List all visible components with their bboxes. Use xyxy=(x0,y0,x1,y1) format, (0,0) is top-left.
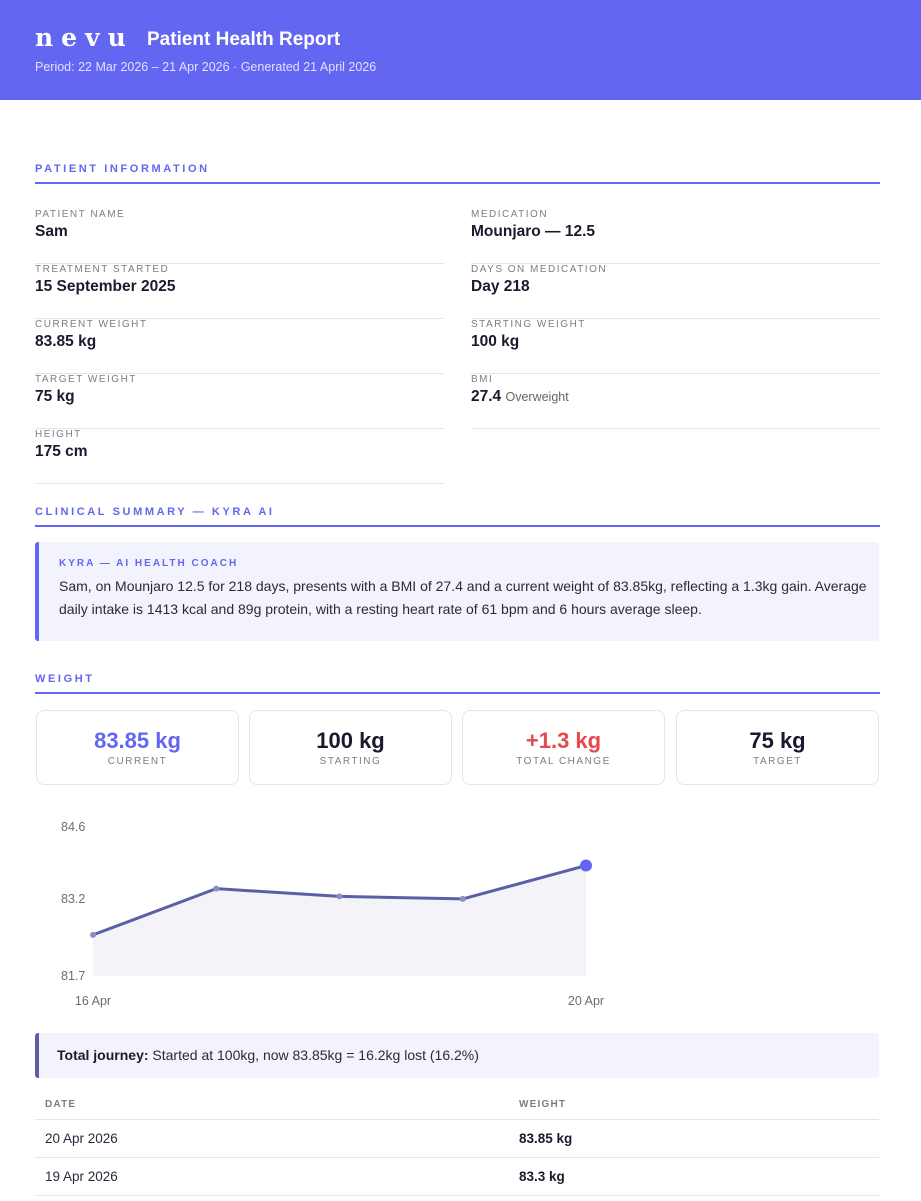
stat-value: 100 kg xyxy=(316,728,385,753)
info-value: 175 cm xyxy=(35,443,88,460)
info-value: Mounjaro — 12.5 xyxy=(471,223,596,240)
info-days-on-medication: DAYS ON MEDICATION Day 218 xyxy=(471,264,880,319)
x-tick-label: 20 Apr xyxy=(568,994,604,1008)
table-row: 20 Apr 2026 83.85 kg xyxy=(35,1120,879,1158)
y-tick-label: 84.6 xyxy=(61,820,85,834)
weight-chart-svg: 84.6 83.2 81.7 16 Apr 20 Apr xyxy=(61,820,604,1008)
stat-label: CURRENT xyxy=(107,756,168,767)
y-tick-label: 83.2 xyxy=(61,892,85,906)
journey-text: Total journey: Started at 100kg, now 83.… xyxy=(57,1047,479,1063)
stat-value: 75 kg xyxy=(749,728,806,753)
info-value: 100 kg xyxy=(471,333,520,350)
info-label: TREATMENT STARTED xyxy=(35,264,170,275)
x-tick-label: 16 Apr xyxy=(75,994,111,1008)
bmi-category: Overweight xyxy=(505,390,569,404)
weight-data-point xyxy=(213,885,220,892)
info-label: HEIGHT xyxy=(35,429,82,440)
info-patient-name: PATIENT NAME Sam xyxy=(35,209,444,264)
patient-information-heading: PATIENT INFORMATION xyxy=(35,163,880,184)
info-treatment-started: TREATMENT STARTED 15 September 2025 xyxy=(35,264,444,319)
info-label: DAYS ON MEDICATION xyxy=(471,264,608,275)
stat-card-total-change: +1.3 kg TOTAL CHANGE xyxy=(462,710,665,785)
stat-card-starting: 100 kg STARTING xyxy=(249,710,452,785)
info-height: HEIGHT 175 cm xyxy=(35,429,444,484)
report-period: Period: 22 Mar 2026 – 21 Apr 2026 · Gene… xyxy=(35,60,377,74)
journey-label: Total journey: xyxy=(57,1047,149,1063)
stat-label: TOTAL CHANGE xyxy=(516,756,611,767)
info-value: 27.4 Overweight xyxy=(471,388,569,406)
report-header: nevu Patient Health Report Period: 22 Ma… xyxy=(0,0,921,100)
stat-label: STARTING xyxy=(319,756,382,767)
y-tick-label: 81.7 xyxy=(61,969,85,983)
info-label: PATIENT NAME xyxy=(35,209,126,220)
weight-area-fill xyxy=(93,865,586,976)
info-medication: MEDICATION Mounjaro — 12.5 xyxy=(471,209,880,264)
journey-summary: Total journey: Started at 100kg, now 83.… xyxy=(35,1033,879,1078)
column-header-weight: WEIGHT xyxy=(519,1099,567,1110)
report-title: Patient Health Report xyxy=(147,29,341,50)
row-weight: 83.3 kg xyxy=(519,1169,565,1184)
info-value: 75 kg xyxy=(35,388,75,405)
ai-summary-box: KYRA — AI HEALTH COACH Sam, on Mounjaro … xyxy=(35,542,879,641)
info-value: Sam xyxy=(35,223,68,240)
info-value: 15 September 2025 xyxy=(35,278,176,295)
weight-table-header: DATE WEIGHT xyxy=(35,1090,879,1120)
info-label: BMI xyxy=(471,374,494,385)
info-value: 83.85 kg xyxy=(35,333,97,350)
row-date: 20 Apr 2026 xyxy=(45,1131,118,1146)
info-current-weight: CURRENT WEIGHT 83.85 kg xyxy=(35,319,444,374)
weight-data-point xyxy=(90,931,96,938)
stat-card-target: 75 kg TARGET xyxy=(676,710,879,785)
info-target-weight: TARGET WEIGHT 75 kg xyxy=(35,374,444,429)
stat-value: +1.3 kg xyxy=(525,728,602,753)
info-starting-weight: STARTING WEIGHT 100 kg xyxy=(471,319,880,374)
clinical-summary-heading: CLINICAL SUMMARY — KYRA AI xyxy=(35,506,880,527)
column-header-date: DATE xyxy=(45,1099,77,1110)
table-row: 19 Apr 2026 83.3 kg xyxy=(35,1158,879,1196)
info-label: MEDICATION xyxy=(471,209,549,220)
nevu-logo: nevu xyxy=(35,23,134,52)
weight-chart: 84.6 83.2 81.7 16 Apr 20 Apr xyxy=(35,810,635,1020)
info-label: STARTING WEIGHT xyxy=(471,319,586,330)
info-label: CURRENT WEIGHT xyxy=(35,319,148,330)
journey-detail: Started at 100kg, now 83.85kg = 16.2kg l… xyxy=(148,1047,479,1063)
weight-data-point xyxy=(459,895,466,902)
weight-data-point xyxy=(580,859,592,872)
weight-heading: WEIGHT xyxy=(35,673,880,694)
info-label: TARGET WEIGHT xyxy=(35,374,137,385)
row-date: 19 Apr 2026 xyxy=(45,1169,118,1184)
weight-data-point xyxy=(336,893,343,900)
stat-value: 83.85 kg xyxy=(94,728,181,753)
stat-card-current: 83.85 kg CURRENT xyxy=(36,710,239,785)
info-value: Day 218 xyxy=(471,278,530,295)
row-weight: 83.85 kg xyxy=(519,1131,573,1146)
bmi-value: 27.4 xyxy=(471,388,502,405)
stat-label: TARGET xyxy=(753,756,802,767)
ai-coach-label: KYRA — AI HEALTH COACH xyxy=(59,558,239,569)
ai-summary-text: Sam, on Mounjaro 12.5 for 218 days, pres… xyxy=(59,578,867,617)
info-bmi: BMI 27.4 Overweight xyxy=(471,374,880,429)
